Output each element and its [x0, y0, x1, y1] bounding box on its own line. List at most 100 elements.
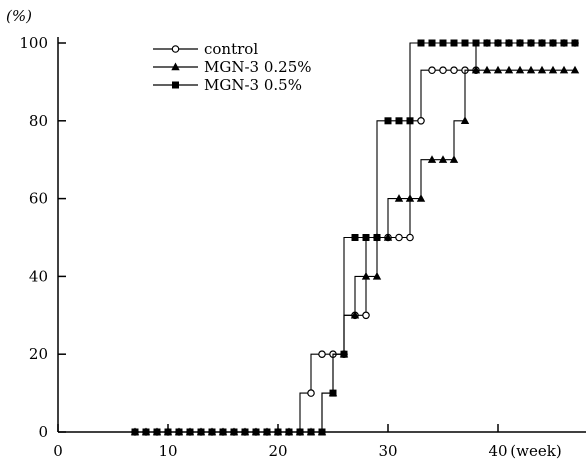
y-tick-label: 0 [38, 423, 48, 441]
data-point [505, 39, 513, 47]
axes: 0 20 40 60 80 100 0 10 20 30 40 (%) (week) [6, 7, 586, 460]
series-1 [130, 65, 580, 436]
y-axis-label: (%) [6, 7, 32, 25]
legend-marker [172, 81, 179, 89]
data-point [439, 39, 447, 47]
data-point [307, 428, 315, 436]
data-point [416, 194, 426, 202]
data-point [395, 117, 403, 125]
data-point [384, 117, 392, 125]
data-point [548, 65, 558, 74]
series-layer [130, 39, 580, 436]
data-point [428, 39, 436, 47]
y-tick-label: 60 [29, 190, 48, 208]
data-point [175, 428, 183, 436]
data-point [329, 389, 337, 397]
data-point [186, 428, 194, 436]
data-point [395, 233, 403, 242]
y-tick-label: 20 [29, 345, 48, 363]
data-point [208, 428, 216, 436]
series-line [135, 69, 575, 433]
data-point [526, 65, 536, 74]
data-point [493, 65, 503, 74]
legend-marker [171, 62, 180, 71]
data-point [296, 428, 304, 436]
legend-label: MGN-3 0.25% [204, 58, 312, 76]
data-point [394, 194, 404, 202]
data-point [516, 39, 524, 47]
data-point [383, 233, 393, 241]
data-point [450, 39, 458, 47]
data-point [307, 389, 315, 397]
data-point [494, 39, 502, 47]
data-point [274, 428, 282, 436]
x-tick-label: 30 [378, 442, 397, 460]
data-point [406, 117, 414, 125]
data-point [427, 155, 437, 163]
legend-entry-2: MGN-3 0.5% [153, 76, 302, 94]
data-point [318, 428, 326, 436]
data-point [483, 39, 491, 47]
legend-entry-1: MGN-3 0.25% [153, 58, 312, 76]
data-point [461, 39, 469, 47]
data-point [263, 428, 271, 436]
data-point [559, 65, 569, 74]
data-point [142, 428, 150, 436]
x-tick-label: 20 [268, 442, 287, 460]
data-point [197, 428, 205, 436]
data-point [351, 234, 359, 241]
data-point [153, 428, 161, 436]
data-point [471, 65, 481, 74]
data-point [460, 116, 470, 124]
data-point [417, 117, 425, 125]
data-point [373, 234, 381, 241]
data-point [372, 271, 382, 280]
legend-entry-0: control [153, 40, 258, 58]
data-point [570, 65, 580, 74]
x-tick-label: 40 [488, 442, 507, 460]
series-line [135, 42, 575, 433]
data-point [362, 311, 370, 320]
data-point [428, 66, 436, 75]
data-point [340, 350, 348, 358]
data-point [361, 271, 371, 280]
legend-label: control [204, 40, 258, 58]
data-point [417, 39, 425, 47]
data-point [515, 65, 525, 74]
y-tick-label: 40 [29, 267, 48, 285]
data-point [560, 39, 568, 47]
data-point [538, 39, 546, 47]
data-point [406, 233, 414, 242]
y-tick-label: 80 [29, 112, 48, 130]
data-point [537, 65, 547, 74]
data-point [164, 428, 172, 436]
data-point [571, 39, 579, 47]
data-point [362, 234, 370, 241]
data-point [482, 65, 492, 74]
x-tick-label: 10 [158, 442, 177, 460]
data-point [549, 39, 557, 47]
data-point [285, 428, 293, 436]
x-tick-label: 0 [53, 442, 63, 460]
data-point [438, 155, 448, 163]
data-point [472, 39, 480, 47]
legend-marker [171, 45, 180, 53]
data-point [241, 428, 249, 436]
y-tick-label: 100 [19, 34, 48, 52]
data-point [527, 39, 535, 47]
data-point [504, 65, 514, 74]
x-axis-label: (week) [510, 442, 561, 460]
data-point [439, 66, 447, 75]
data-point [230, 428, 238, 436]
data-point [219, 428, 227, 436]
data-point [449, 155, 459, 163]
data-point [450, 66, 458, 75]
data-point [350, 310, 360, 319]
data-point [252, 428, 260, 436]
series-2 [131, 39, 579, 436]
data-point [405, 194, 415, 202]
data-point [131, 428, 139, 436]
legend-label: MGN-3 0.5% [204, 76, 302, 94]
